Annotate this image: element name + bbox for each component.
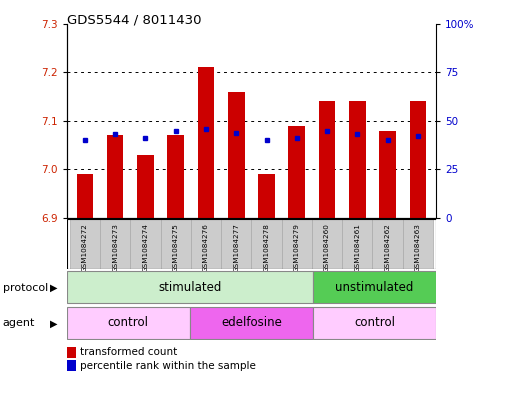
Bar: [258, 174, 275, 218]
Bar: [288, 126, 305, 218]
Bar: [191, 219, 221, 269]
Bar: [319, 101, 336, 218]
Bar: [76, 174, 93, 218]
Text: GSM1084273: GSM1084273: [112, 223, 118, 272]
Bar: [228, 92, 245, 218]
FancyBboxPatch shape: [313, 307, 436, 338]
Bar: [221, 219, 251, 269]
Bar: [167, 136, 184, 218]
Text: stimulated: stimulated: [158, 281, 222, 294]
Bar: [137, 155, 154, 218]
Bar: [349, 101, 366, 218]
Text: transformed count: transformed count: [80, 347, 177, 357]
Text: agent: agent: [3, 318, 35, 329]
Bar: [409, 101, 426, 218]
Text: ▶: ▶: [50, 318, 57, 329]
Bar: [251, 219, 282, 269]
Text: ▶: ▶: [50, 283, 57, 293]
Text: protocol: protocol: [3, 283, 48, 293]
FancyBboxPatch shape: [313, 272, 436, 303]
Text: GSM1084260: GSM1084260: [324, 223, 330, 272]
Bar: [130, 219, 161, 269]
Text: control: control: [108, 316, 149, 329]
Text: GSM1084278: GSM1084278: [264, 223, 269, 272]
FancyBboxPatch shape: [190, 307, 313, 338]
Bar: [198, 67, 214, 218]
FancyBboxPatch shape: [67, 307, 190, 338]
Text: GSM1084276: GSM1084276: [203, 223, 209, 272]
Text: GDS5544 / 8011430: GDS5544 / 8011430: [67, 14, 201, 27]
Text: GSM1084275: GSM1084275: [173, 223, 179, 272]
Text: unstimulated: unstimulated: [336, 281, 413, 294]
Bar: [282, 219, 312, 269]
Text: GSM1084279: GSM1084279: [294, 223, 300, 272]
Text: GSM1084277: GSM1084277: [233, 223, 239, 272]
Bar: [379, 130, 396, 218]
Bar: [100, 219, 130, 269]
Text: edelfosine: edelfosine: [221, 316, 282, 329]
Bar: [70, 219, 100, 269]
Text: GSM1084262: GSM1084262: [385, 223, 390, 272]
Text: percentile rank within the sample: percentile rank within the sample: [80, 361, 255, 371]
Text: GSM1084272: GSM1084272: [82, 223, 88, 272]
Bar: [107, 136, 124, 218]
Text: GSM1084261: GSM1084261: [354, 223, 360, 272]
Bar: [312, 219, 342, 269]
Text: GSM1084263: GSM1084263: [415, 223, 421, 272]
FancyBboxPatch shape: [67, 272, 313, 303]
Bar: [372, 219, 403, 269]
Bar: [342, 219, 372, 269]
Bar: [161, 219, 191, 269]
Bar: [403, 219, 433, 269]
Text: GSM1084274: GSM1084274: [143, 223, 148, 272]
Text: control: control: [354, 316, 395, 329]
